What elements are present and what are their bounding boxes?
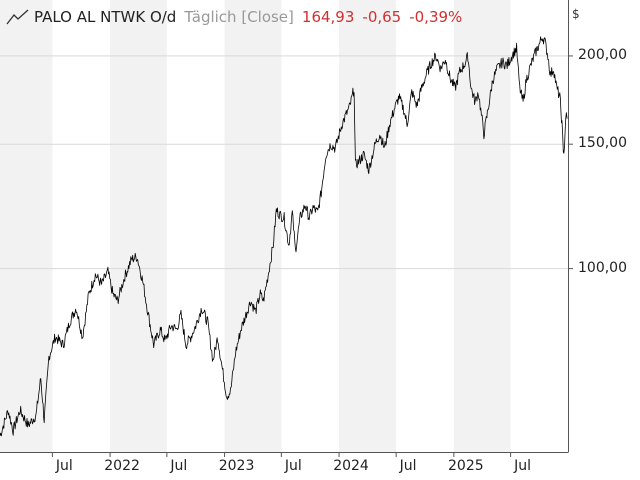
time-band [110,0,167,452]
y-tick-label: 150,00 [578,135,627,152]
period-label: Täglich [Close] [184,8,294,26]
y-tick-label: 100,00 [578,259,627,276]
currency-label: $ [572,7,580,21]
x-tick-label: 2025 [448,458,484,474]
y-tick-label: 200,00 [578,46,627,63]
x-tick-label: 2023 [218,458,255,474]
time-band [224,0,282,452]
x-tick-label: 2022 [104,458,140,474]
x-tick-label: Jul [55,458,73,474]
x-tick-label: Jul [514,458,532,474]
x-tick-label: Jul [399,458,417,474]
instrument-name: PALO AL NTWK O/d [34,8,177,26]
price-change: -0,65 [362,8,402,26]
chart-header: PALO AL NTWK O/d Täglich [Close] 164,93 … [6,6,470,28]
x-tick-label: 2024 [333,458,369,474]
price-line [0,36,568,437]
x-tick-label: Jul [170,458,188,474]
x-tick-label: Jul [284,458,302,474]
time-band [0,0,53,452]
last-price: 164,93 [301,8,355,26]
time-band [339,0,397,452]
price-change-percent: -0,39% [409,8,463,26]
time-band [453,0,511,452]
line-chart-icon [6,9,29,25]
